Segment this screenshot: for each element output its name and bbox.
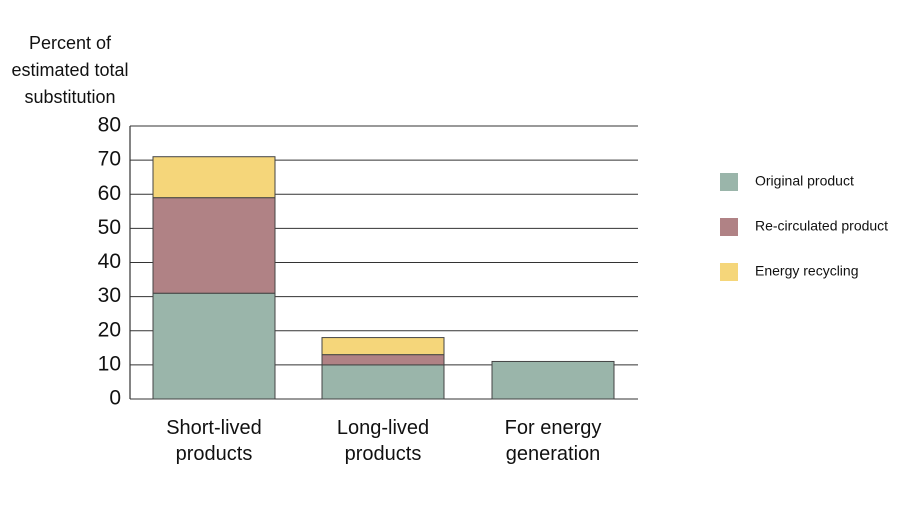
y-axis-label: Percent of <box>29 33 112 53</box>
bar-segment <box>152 197 276 294</box>
y-tick-label: 20 <box>98 318 121 341</box>
legend-swatch <box>720 263 738 281</box>
legend-label: Energy recycling <box>755 263 859 279</box>
x-tick-label: For energy generation <box>504 417 602 465</box>
bar-segment <box>321 337 445 356</box>
y-tick-label: 0 <box>109 387 121 410</box>
y-tick-label: 30 <box>98 284 121 307</box>
legend-swatch <box>720 173 738 191</box>
y-tick-label: 10 <box>98 352 121 375</box>
legend-label: Original product <box>755 173 854 189</box>
bar-segment <box>321 364 445 400</box>
bar-segment <box>152 156 276 199</box>
y-tick-label: 70 <box>98 148 121 171</box>
y-tick-label: 50 <box>98 216 121 239</box>
y-tick-label: 60 <box>98 182 121 205</box>
x-tick-label: Long-lived products <box>336 417 430 465</box>
bar-segment <box>321 354 445 366</box>
legend-label: Re-circulated product <box>755 218 888 234</box>
y-axis-label: estimated total <box>11 60 128 80</box>
x-tick-label: Short-lived products <box>166 417 262 465</box>
y-tick-label: 40 <box>98 250 121 273</box>
bar-segment <box>491 360 615 400</box>
y-axis-label: substitution <box>24 87 115 107</box>
bar-segment <box>152 292 276 400</box>
legend-swatch <box>720 218 738 236</box>
y-tick-label: 80 <box>98 114 121 137</box>
